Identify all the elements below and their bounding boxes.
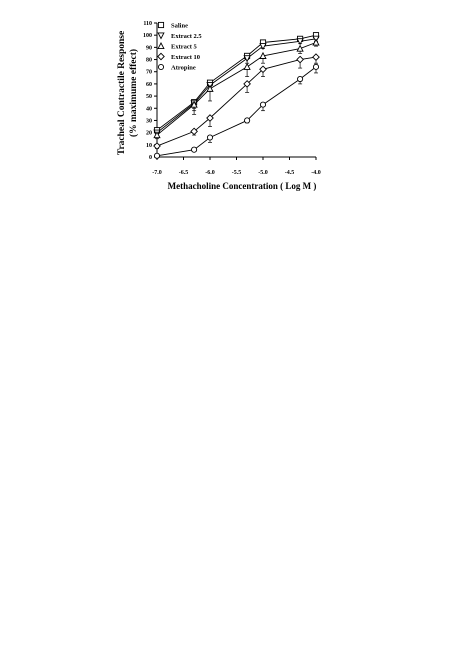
y-tick-label: 50 [146, 94, 152, 100]
data-point [296, 44, 304, 52]
data-point [296, 38, 304, 46]
series-layer [153, 32, 320, 159]
y-tick-label: 0 [149, 155, 152, 161]
data-point [243, 80, 251, 88]
data-point [312, 38, 320, 46]
data-point [153, 142, 161, 150]
y-axis-title-line1: Tracheal Contractile Response [117, 31, 127, 155]
data-point [259, 51, 267, 59]
series-extract-10 [153, 53, 320, 150]
series-line [156, 38, 317, 133]
legend: Saline Extract 2.5 Extract 5 Extract 10 Atro… [157, 21, 202, 72]
data-point [191, 146, 198, 153]
y-tick-label: 40 [146, 106, 152, 112]
legend-label: Saline [171, 23, 188, 30]
data-point [206, 114, 214, 122]
legend-marker [157, 52, 165, 61]
x-tick-label: -6.5 [179, 170, 189, 176]
data-point [243, 62, 251, 70]
data-point [297, 75, 304, 83]
x-axis: -7.0 -6.5 -6.0 -5.5 -5.0 -4.5 -4.0 [152, 156, 321, 176]
data-point [296, 55, 304, 64]
data-point [243, 55, 251, 63]
legend-item: Atropine [157, 63, 196, 72]
data-point [190, 100, 198, 108]
legend-marker [157, 63, 165, 71]
data-point [206, 134, 214, 141]
series-extract-2-5 [153, 35, 320, 137]
y-tick-label: 70 [146, 70, 152, 76]
legend-item: Extract 10 [157, 52, 200, 61]
series-atropine [153, 63, 320, 159]
data-point [259, 43, 267, 51]
legend-item: Extract 5 [157, 42, 198, 51]
y-tick-label: 110 [143, 21, 152, 27]
legend-label: Extract 2.5 [171, 33, 202, 40]
y-axis: 0 10 20 30 40 50 60 70 80 90 100 110 [143, 21, 158, 161]
data-point [190, 127, 198, 136]
data-point [153, 152, 161, 159]
x-tick-label: -4.5 [285, 170, 295, 176]
legend-label: Atropine [171, 65, 196, 72]
data-point [244, 117, 251, 124]
x-tick-label: -4.0 [311, 170, 321, 176]
y-tick-label: 90 [146, 45, 152, 51]
legend-marker [157, 21, 165, 29]
x-tick-label: -5.5 [232, 170, 242, 176]
data-point [206, 84, 214, 92]
data-point [259, 65, 267, 74]
data-point [153, 131, 161, 139]
y-tick-label: 80 [146, 58, 152, 64]
data-point [312, 53, 320, 61]
data-point [312, 63, 320, 70]
legend-label: Extract 5 [171, 44, 198, 51]
legend-marker [157, 42, 165, 50]
y-tick-label: 60 [146, 82, 152, 88]
y-tick-label: 30 [146, 118, 152, 124]
y-tick-label: 10 [146, 143, 152, 149]
legend-label: Extract 10 [171, 54, 200, 61]
legend-item: Saline [157, 21, 188, 30]
x-tick-label: -7.0 [152, 170, 162, 176]
y-axis-title-line2: (% maximume effect) [128, 49, 139, 137]
x-tick-label: -5.0 [258, 170, 268, 176]
x-axis-title: Methacholine Concentration ( Log M ) [168, 181, 317, 191]
legend-marker [157, 32, 165, 40]
data-point [259, 101, 267, 108]
legend-item: Extract 2.5 [157, 32, 202, 40]
series-line [156, 66, 317, 157]
y-tick-label: 20 [146, 131, 152, 137]
y-tick-label: 100 [143, 33, 152, 39]
series-extract-5 [153, 38, 320, 140]
x-tick-label: -6.0 [205, 170, 215, 176]
